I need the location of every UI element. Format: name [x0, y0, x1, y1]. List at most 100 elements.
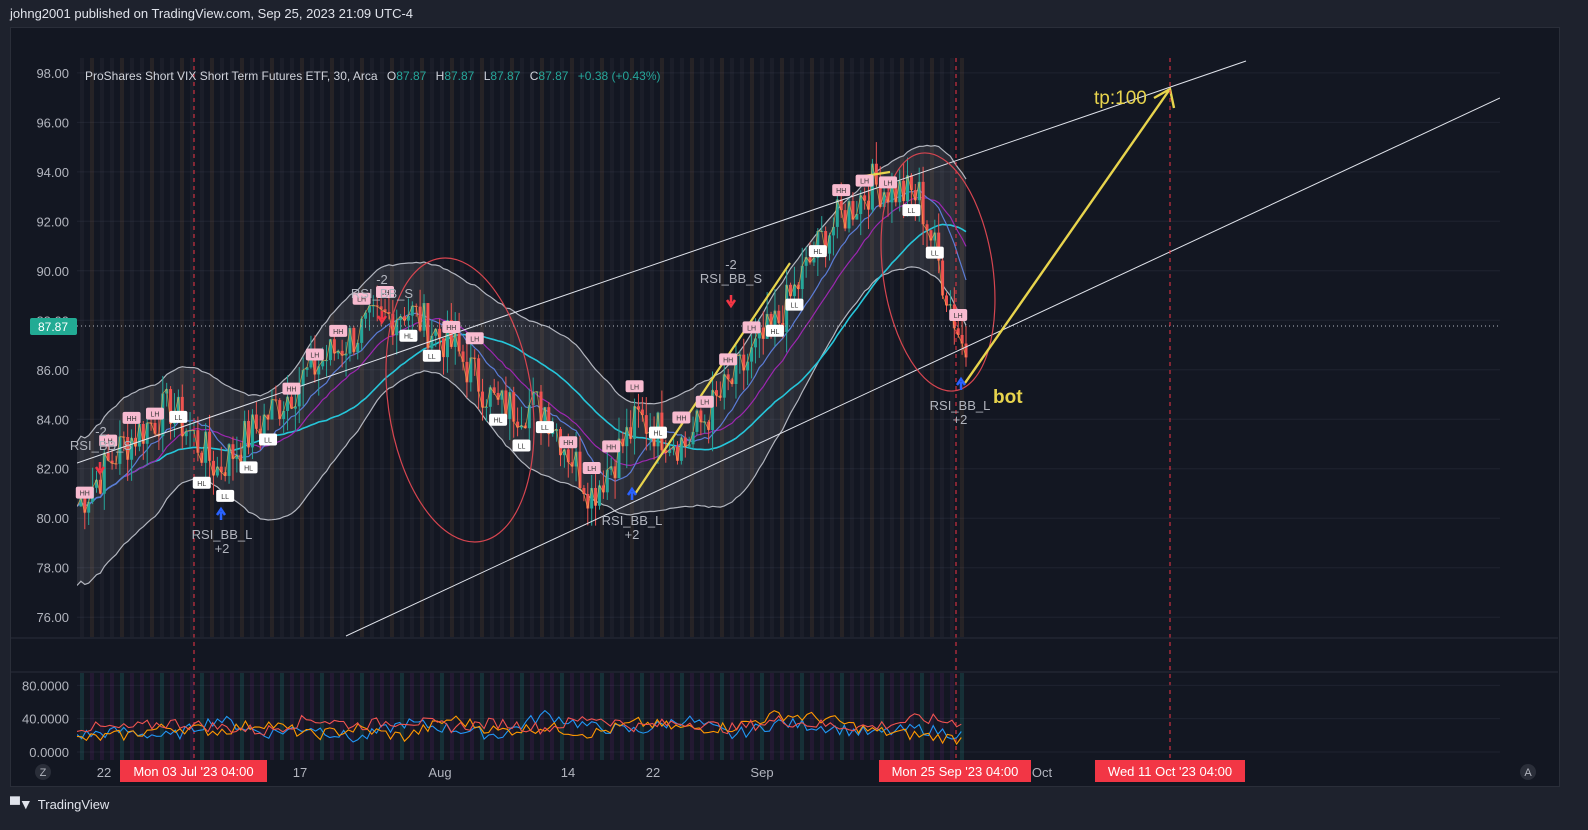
legend-c-label: C — [530, 69, 539, 83]
pivot-lh: LH — [376, 285, 395, 298]
rsi-long-2: RSI_BB_L — [602, 513, 663, 528]
rsi-short-1: RSI_BB_S — [70, 438, 132, 453]
sub-grid — [77, 684, 1500, 753]
pivot-hl: HL — [765, 324, 784, 337]
time-tick: 14 — [561, 765, 575, 780]
pivot-ll: LL — [535, 421, 554, 434]
pivot-lh: LH — [695, 395, 714, 408]
osc-tick: 80.0000 — [22, 678, 69, 693]
price-tick: 98.00 — [36, 66, 69, 81]
time-tick: Oct — [1032, 765, 1053, 780]
channel-upper-line[interactable] — [77, 60, 1247, 464]
svg-text:HL: HL — [197, 481, 206, 488]
channel-lower-line[interactable] — [345, 97, 1500, 637]
svg-text:HL: HL — [404, 334, 413, 341]
legend-l-label: L — [484, 69, 491, 83]
price-tick: 90.00 — [36, 264, 69, 279]
tp-label: tp:100 — [1094, 88, 1147, 109]
zoom-reset-button[interactable] — [35, 764, 51, 780]
time-axis[interactable]: 22 17 Aug 14 22 Sep Oct Mon 03 Jul '23 04:00 Mon… — [97, 760, 1245, 782]
legend-o: 87.87 — [396, 69, 426, 83]
svg-text:LH: LH — [381, 290, 390, 297]
price-tick: 92.00 — [36, 214, 69, 229]
pivot-hh: HH — [602, 440, 621, 453]
zoom-reset-label: Z — [40, 767, 47, 779]
ellipse-aug[interactable] — [369, 248, 551, 551]
legend-change: +0.38 (+0.43%) — [578, 69, 661, 83]
pivot-ll: LL — [259, 433, 278, 446]
ellipse-sep[interactable] — [867, 146, 1009, 399]
svg-text:LH: LH — [954, 313, 963, 320]
auto-scale-button[interactable] — [1520, 764, 1536, 780]
svg-text:LL: LL — [221, 494, 229, 501]
rsi-short-3: RSI_BB_S — [700, 271, 762, 286]
time-marker: Mon 25 Sep '23 04:00 — [879, 760, 1031, 782]
pivot-lh: LH — [949, 308, 968, 321]
time-marker: Wed 11 Oct '23 04:00 — [1095, 760, 1245, 782]
legend-symbol: ProShares Short VIX Short Term Futures E… — [85, 69, 378, 83]
tradingview-logo-icon: ▀▼ — [10, 796, 33, 812]
pivot-hl: HL — [399, 329, 418, 342]
legend-c: 87.87 — [538, 69, 568, 83]
osc-series-2 — [77, 710, 962, 746]
svg-text:LL: LL — [174, 415, 182, 422]
chart-frame[interactable] — [10, 27, 1560, 787]
time-tick: 22 — [646, 765, 660, 780]
vertical-markers — [193, 58, 1171, 760]
ma-line-purple — [77, 196, 967, 507]
svg-text:LL: LL — [791, 303, 799, 310]
osc-tick: 40.0000 — [22, 712, 69, 727]
pivot-lh: LH — [305, 348, 324, 361]
rsi-short-2: RSI_BB_S — [351, 286, 413, 301]
price-tick: 78.00 — [36, 561, 69, 576]
pivot-labels: HH LH HH LH LL HL LL HL LL HH LH HH LH LH HL LL HH LH HL LL… — [75, 174, 968, 502]
pivot-ll: LL — [902, 204, 921, 217]
pivot-ll: LL — [216, 489, 235, 502]
pivot-hh: HH — [559, 436, 578, 449]
pivot-lh: LH — [855, 174, 874, 187]
pivot-hh: HH — [329, 324, 348, 337]
pivot-hh: HH — [75, 486, 94, 499]
pivot-ll: LL — [512, 439, 531, 452]
price-tick: 84.00 — [36, 412, 69, 427]
price-tick: 82.00 — [36, 462, 69, 477]
bollinger-band-fill — [77, 145, 966, 586]
osc-series-1 — [77, 709, 962, 743]
tp-arrow[interactable] — [964, 88, 1171, 384]
trend-yellow-1[interactable] — [634, 262, 791, 495]
main-grid — [77, 72, 1500, 618]
svg-text:HH: HH — [723, 357, 733, 364]
osc-tick: 0.0000 — [29, 745, 69, 760]
price-badge: 87.87 — [38, 320, 68, 334]
ma-line-cyan — [77, 223, 967, 507]
svg-text:LL: LL — [264, 438, 272, 445]
pivot-hh: HH — [672, 411, 691, 424]
svg-text:LL: LL — [908, 208, 916, 215]
time-marker: Mon 03 Jul '23 04:00 — [120, 760, 267, 782]
rsi-short-2-count: -2 — [376, 272, 388, 287]
svg-text:LL: LL — [518, 444, 526, 451]
svg-text:LL: LL — [428, 354, 436, 361]
pivot-hl: HL — [648, 426, 667, 439]
footer-brand: TradingView — [37, 796, 110, 812]
oscillator-axis[interactable]: 80.0000 40.0000 0.0000 — [22, 678, 69, 760]
svg-text:HL: HL — [813, 249, 822, 256]
time-tick: 17 — [293, 765, 307, 780]
price-tick: 94.00 — [36, 165, 69, 180]
svg-text:HH: HH — [676, 415, 686, 422]
svg-text:LH: LH — [700, 400, 709, 407]
svg-text:HL: HL — [494, 418, 503, 425]
svg-text:Mon 25 Sep '23 04:00: Mon 25 Sep '23 04:00 — [892, 764, 1019, 779]
price-tick: 86.00 — [36, 363, 69, 378]
svg-text:Wed 11 Oct '23 04:00: Wed 11 Oct '23 04:00 — [1108, 764, 1232, 779]
osc-series-3 — [77, 713, 962, 736]
pivot-ll: LL — [422, 349, 441, 362]
svg-text:HL: HL — [244, 465, 253, 472]
pivot-hh: HH — [122, 411, 141, 424]
price-axis[interactable]: 98.0096.0094.0092.0090.0088.0086.0084.00… — [36, 66, 69, 625]
rsi-long-2-count: +2 — [625, 527, 640, 542]
signal-arrows — [94, 295, 967, 520]
session-shading — [80, 58, 964, 637]
rsi-long-3-count: +2 — [953, 412, 968, 427]
